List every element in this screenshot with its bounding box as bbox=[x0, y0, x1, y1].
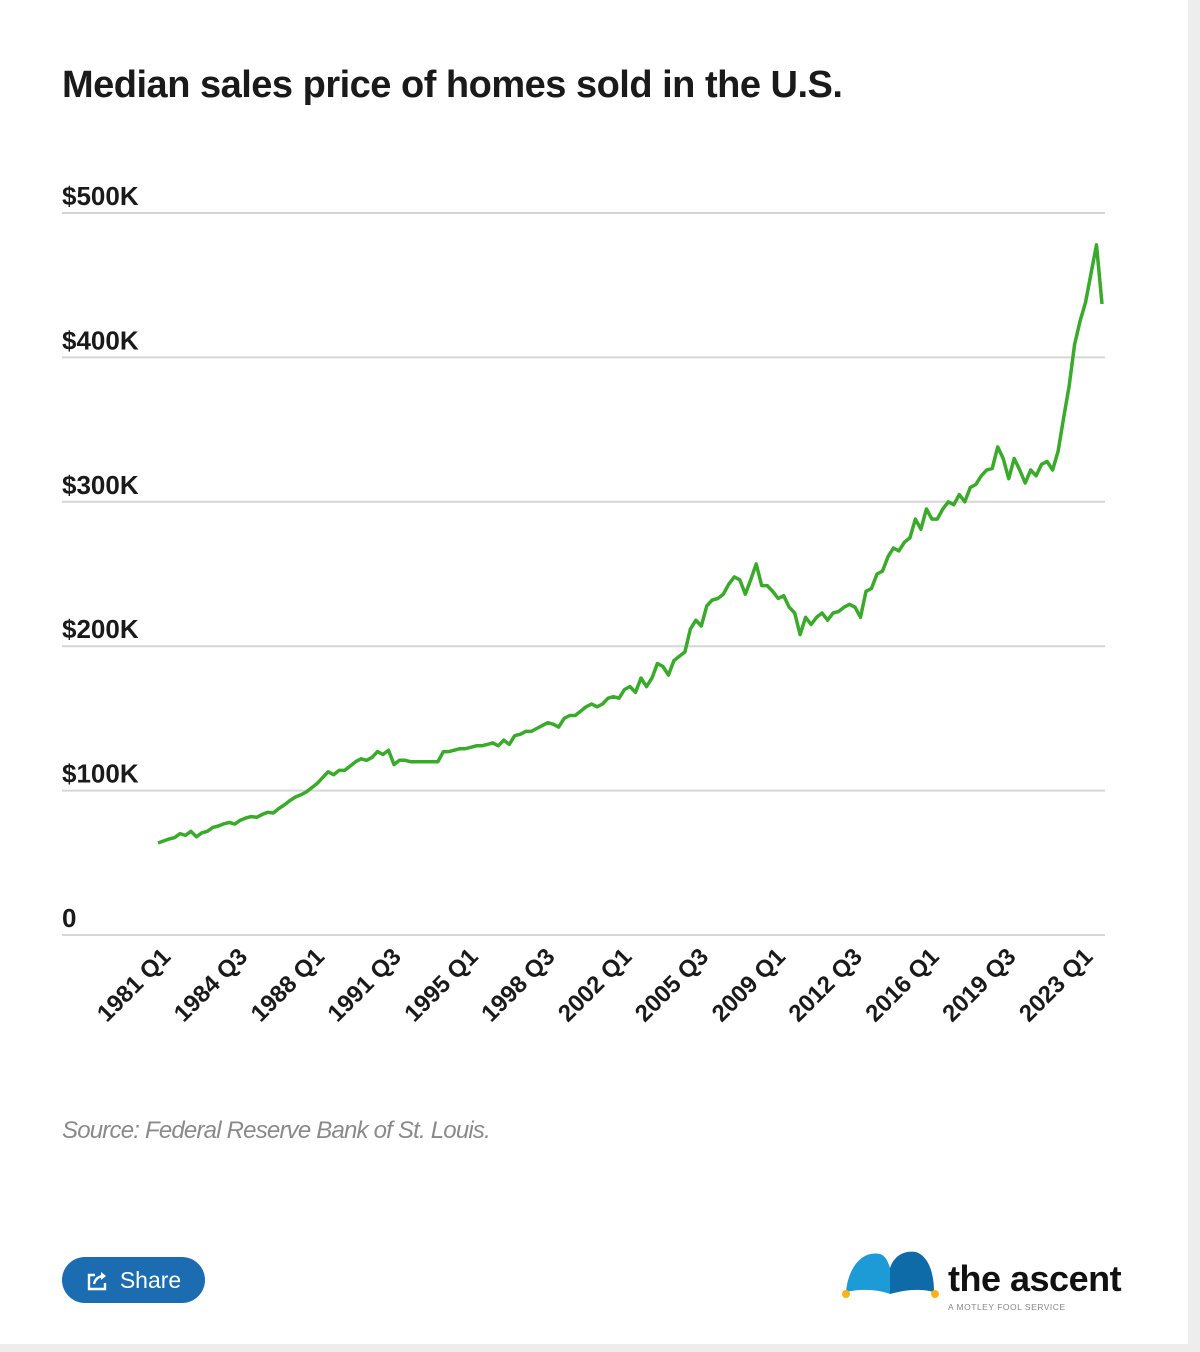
y-tick-label: $300K bbox=[62, 470, 139, 500]
share-button[interactable]: Share bbox=[62, 1257, 205, 1303]
x-tick-label: 1991 Q3 bbox=[323, 943, 407, 1027]
x-tick-label: 1981 Q1 bbox=[92, 943, 176, 1027]
y-tick-label: $100K bbox=[62, 759, 139, 789]
x-tick-label: 2012 Q3 bbox=[784, 943, 868, 1027]
x-tick-label: 1984 Q3 bbox=[169, 943, 253, 1027]
x-tick-label: 2002 Q1 bbox=[553, 943, 637, 1027]
x-tick-label: 2016 Q1 bbox=[860, 943, 944, 1027]
series-line bbox=[157, 243, 1104, 845]
y-tick-label: $400K bbox=[62, 325, 139, 355]
logo-wordmark: the ascent bbox=[948, 1258, 1122, 1299]
x-tick-label: 2023 Q1 bbox=[1014, 943, 1098, 1027]
jester-hat-icon bbox=[842, 1251, 939, 1298]
source-note: Source: Federal Reserve Bank of St. Loui… bbox=[62, 1117, 491, 1144]
share-label: Share bbox=[119, 1266, 182, 1293]
x-tick-label: 1988 Q1 bbox=[246, 943, 330, 1027]
x-tick-label: 2005 Q3 bbox=[630, 943, 714, 1027]
x-tick-label: 1998 Q3 bbox=[476, 943, 560, 1027]
y-tick-label: $200K bbox=[62, 614, 139, 644]
logo-tagline: A MOTLEY FOOL SERVICE bbox=[948, 1302, 1066, 1312]
x-tick-label: 2019 Q3 bbox=[937, 943, 1021, 1027]
y-tick-label: 0 bbox=[62, 903, 76, 933]
the-ascent-logo[interactable]: the ascent A MOTLEY FOOL SERVICE bbox=[840, 1248, 1130, 1318]
chart-title: Median sales price of homes sold in the … bbox=[62, 64, 843, 106]
y-tick-label: $500K bbox=[62, 181, 139, 211]
x-tick-label: 1995 Q1 bbox=[399, 943, 483, 1027]
x-tick-label: 2009 Q1 bbox=[707, 943, 791, 1027]
share-icon bbox=[87, 1272, 107, 1291]
